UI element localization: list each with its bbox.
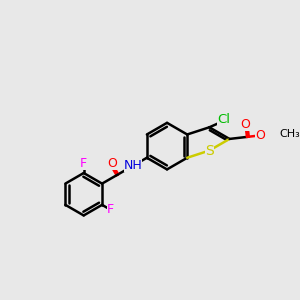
Text: F: F [80,157,87,170]
Text: S: S [205,144,214,158]
Text: F: F [107,203,114,216]
Text: O: O [241,118,250,130]
Text: O: O [107,157,117,169]
Text: NH: NH [124,159,142,172]
Text: CH₃: CH₃ [279,129,300,139]
Text: O: O [255,129,265,142]
Text: Cl: Cl [218,113,230,126]
